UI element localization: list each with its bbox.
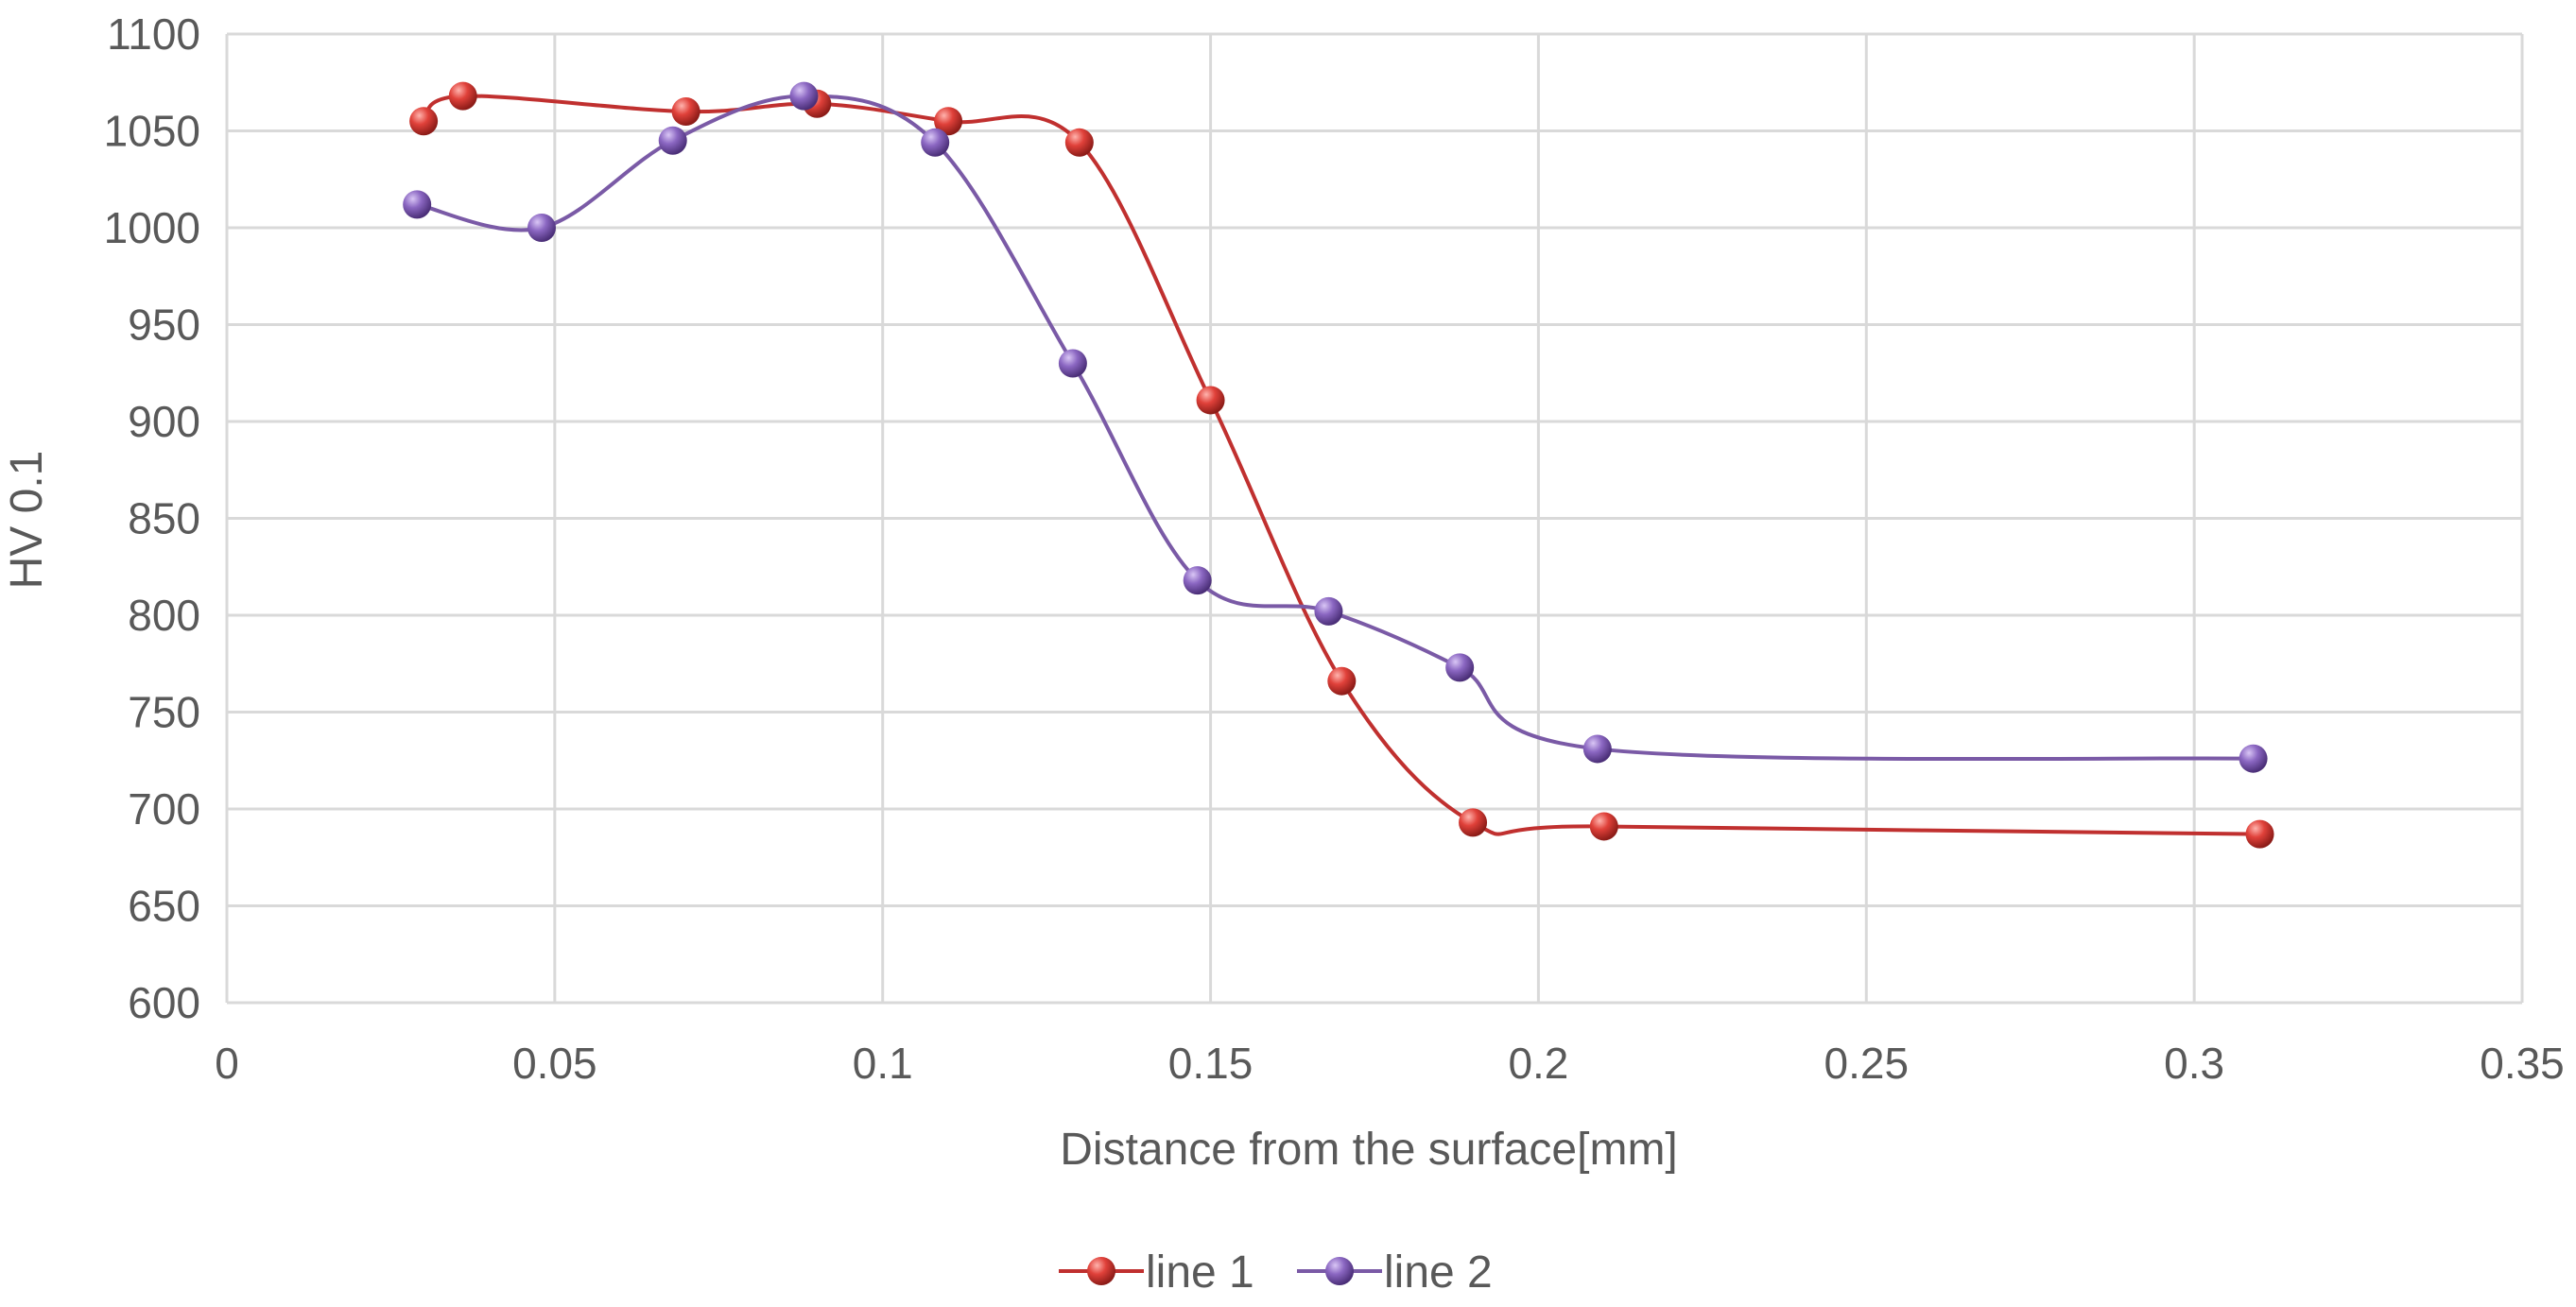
x-tick-label: 0.35	[2480, 1039, 2565, 1088]
data-point-line-1-3[interactable]	[671, 97, 700, 126]
legend-line-2-marker	[1325, 1257, 1354, 1285]
data-point-line-1-1[interactable]	[409, 107, 439, 136]
x-tick-labels: 0 0.05 0.1 0.15 0.2 0.25 0.3 0.35	[215, 1039, 2565, 1088]
data-point-line-1-2[interactable]	[448, 81, 477, 111]
x-tick-label: 0.2	[1508, 1039, 1568, 1088]
data-point-line-1-9[interactable]	[1459, 808, 1488, 837]
x-tick-label: 0.15	[1168, 1039, 1253, 1088]
y-tick-label: 1000	[104, 203, 200, 252]
data-point-line-1-5[interactable]	[934, 107, 963, 136]
legend-line-1-label: line 1	[1146, 1247, 1254, 1298]
data-point-line-2-9[interactable]	[1445, 653, 1475, 682]
data-point-line-1-6[interactable]	[1064, 128, 1094, 157]
data-point-line-2-8[interactable]	[1314, 596, 1343, 626]
y-tick-label: 850	[128, 494, 200, 543]
data-point-line-1-8[interactable]	[1327, 666, 1357, 696]
data-point-line-2-7[interactable]	[1183, 566, 1212, 595]
data-point-line-2-10[interactable]	[1582, 734, 1612, 764]
x-axis-title: Distance from the surface[mm]	[1060, 1125, 1678, 1175]
data-point-line-1-10[interactable]	[1589, 812, 1618, 841]
gridlines	[225, 32, 2524, 1005]
y-tick-label: 950	[128, 301, 200, 350]
y-tick-label: 1100	[107, 9, 200, 59]
y-tick-label: 750	[128, 688, 200, 737]
series-markers	[403, 81, 2274, 849]
legend-line-1-marker	[1087, 1257, 1115, 1285]
y-axis-title: HV 0.1	[2, 451, 52, 590]
y-tick-labels: 600 650 700 750 800 850 900 950 1000 1050 1100	[104, 9, 200, 1027]
y-tick-label: 800	[128, 591, 200, 640]
x-tick-label: 0	[215, 1039, 239, 1088]
x-tick-label: 0.3	[2164, 1039, 2224, 1088]
y-tick-label: 650	[128, 882, 200, 931]
data-point-line-1-11[interactable]	[2245, 819, 2274, 849]
legend-item-line-2[interactable]: line 2	[1297, 1247, 1493, 1298]
data-point-line-2-5[interactable]	[921, 128, 950, 157]
x-tick-label: 0.05	[512, 1039, 597, 1088]
series-lines	[416, 94, 2260, 836]
data-point-line-1-7[interactable]	[1196, 386, 1225, 415]
legend: line 1 line 2	[1059, 1247, 1493, 1298]
data-point-line-2-4[interactable]	[789, 81, 819, 111]
y-tick-label: 900	[128, 397, 200, 446]
y-tick-label: 600	[128, 978, 200, 1027]
legend-item-line-1[interactable]: line 1	[1059, 1247, 1254, 1298]
data-point-line-2-2[interactable]	[527, 214, 556, 242]
y-tick-label: 700	[128, 784, 200, 834]
data-point-line-2-3[interactable]	[658, 126, 687, 155]
data-point-line-2-11[interactable]	[2239, 744, 2268, 773]
data-point-line-2-6[interactable]	[1058, 349, 1087, 378]
x-tick-label: 0.1	[853, 1039, 913, 1088]
series-line-1	[422, 94, 2260, 836]
legend-line-2-label: line 2	[1384, 1247, 1493, 1298]
y-tick-label: 1050	[104, 107, 200, 156]
series-line-2	[416, 94, 2254, 762]
data-point-line-2-1[interactable]	[403, 190, 432, 219]
x-tick-label: 0.25	[1824, 1039, 1910, 1088]
